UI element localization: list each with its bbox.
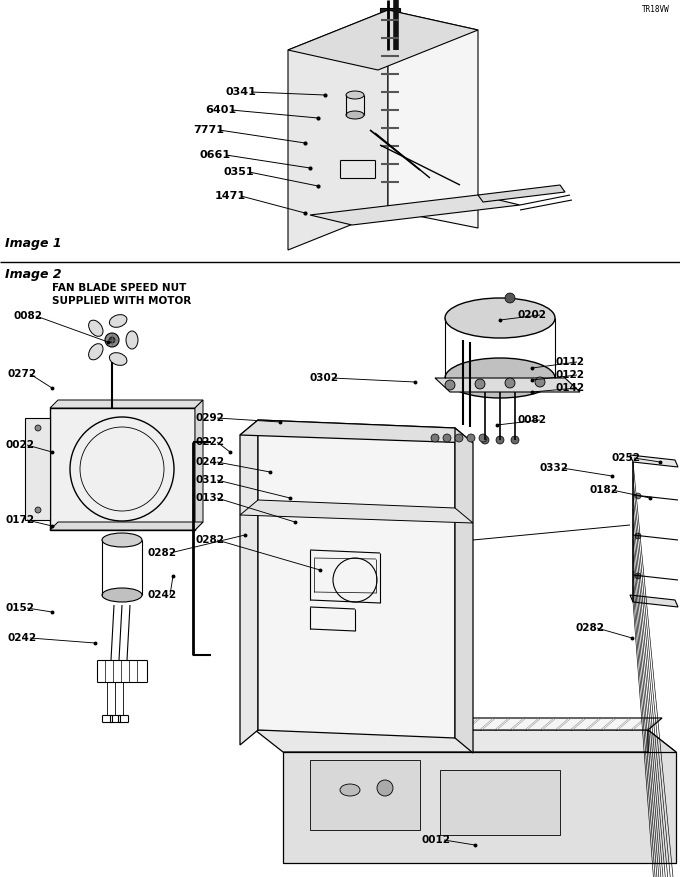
Circle shape — [443, 434, 451, 442]
Polygon shape — [258, 420, 455, 738]
Polygon shape — [50, 400, 203, 408]
Text: 0242: 0242 — [8, 633, 37, 643]
Circle shape — [496, 436, 504, 444]
Ellipse shape — [88, 344, 103, 360]
Circle shape — [445, 380, 455, 390]
Circle shape — [431, 434, 439, 442]
Text: 0312: 0312 — [195, 475, 224, 485]
Text: 0661: 0661 — [200, 150, 231, 160]
Polygon shape — [195, 400, 203, 530]
Ellipse shape — [346, 91, 364, 99]
Text: 0332: 0332 — [540, 463, 569, 473]
Circle shape — [511, 436, 519, 444]
Polygon shape — [50, 522, 203, 530]
Polygon shape — [440, 770, 560, 835]
Text: 0182: 0182 — [590, 485, 619, 495]
Polygon shape — [240, 500, 473, 523]
Text: 7771: 7771 — [193, 125, 224, 135]
Circle shape — [635, 533, 641, 539]
Text: 0242: 0242 — [195, 457, 224, 467]
Text: 0351: 0351 — [223, 167, 254, 177]
Text: FAN BLADE SPEED NUT
SUPPLIED WITH MOTOR: FAN BLADE SPEED NUT SUPPLIED WITH MOTOR — [52, 283, 191, 306]
Circle shape — [479, 434, 487, 442]
Text: Image 1: Image 1 — [5, 237, 62, 250]
Polygon shape — [25, 418, 50, 520]
Text: 0112: 0112 — [555, 357, 584, 367]
Text: 0282: 0282 — [575, 623, 604, 633]
Text: 0302: 0302 — [310, 373, 339, 383]
Polygon shape — [288, 10, 388, 250]
Text: 0172: 0172 — [5, 515, 34, 525]
Ellipse shape — [88, 320, 103, 337]
Polygon shape — [435, 378, 580, 392]
Text: 0292: 0292 — [195, 413, 224, 423]
Text: 0222: 0222 — [195, 437, 224, 447]
Ellipse shape — [346, 111, 364, 119]
Polygon shape — [240, 420, 473, 443]
Text: 6401: 6401 — [205, 105, 236, 115]
Ellipse shape — [340, 784, 360, 796]
Circle shape — [481, 436, 489, 444]
Polygon shape — [388, 10, 478, 228]
Text: 0142: 0142 — [555, 383, 584, 393]
Text: TR18VW: TR18VW — [642, 5, 670, 14]
Ellipse shape — [126, 331, 138, 349]
Ellipse shape — [102, 533, 142, 547]
Circle shape — [35, 425, 41, 431]
Text: 0282: 0282 — [195, 535, 224, 545]
Polygon shape — [310, 760, 420, 830]
Text: 0341: 0341 — [225, 87, 256, 97]
Circle shape — [475, 379, 485, 389]
Text: 0202: 0202 — [518, 310, 547, 320]
Text: 0242: 0242 — [148, 590, 177, 600]
Circle shape — [505, 293, 515, 303]
Circle shape — [105, 333, 119, 347]
Text: 0082: 0082 — [518, 415, 547, 425]
Text: 0252: 0252 — [612, 453, 641, 463]
Text: 0122: 0122 — [555, 370, 584, 380]
Circle shape — [535, 377, 545, 387]
Circle shape — [109, 337, 115, 343]
Polygon shape — [455, 428, 473, 753]
Ellipse shape — [109, 353, 127, 366]
Text: 0022: 0022 — [5, 440, 34, 450]
Polygon shape — [310, 195, 520, 225]
Ellipse shape — [445, 298, 555, 338]
Polygon shape — [380, 8, 400, 210]
Circle shape — [505, 378, 515, 388]
Polygon shape — [648, 730, 676, 863]
Text: 1471: 1471 — [215, 191, 246, 201]
Ellipse shape — [109, 315, 127, 327]
Polygon shape — [288, 10, 478, 70]
Polygon shape — [240, 420, 258, 745]
Text: 0152: 0152 — [5, 603, 34, 613]
Polygon shape — [50, 408, 195, 530]
Polygon shape — [478, 185, 565, 202]
Ellipse shape — [102, 588, 142, 602]
Polygon shape — [630, 455, 678, 467]
Text: Image 2: Image 2 — [5, 268, 62, 281]
Polygon shape — [255, 730, 676, 752]
Polygon shape — [283, 752, 676, 863]
Text: 0132: 0132 — [195, 493, 224, 503]
Text: 0012: 0012 — [422, 835, 451, 845]
Circle shape — [635, 573, 641, 579]
Circle shape — [35, 507, 41, 513]
Ellipse shape — [445, 358, 555, 398]
Circle shape — [467, 434, 475, 442]
Text: 0272: 0272 — [8, 369, 37, 379]
Polygon shape — [255, 718, 662, 730]
Circle shape — [635, 493, 641, 499]
Text: 0082: 0082 — [14, 311, 43, 321]
Circle shape — [377, 780, 393, 796]
Text: 0282: 0282 — [148, 548, 177, 558]
Polygon shape — [630, 595, 678, 607]
Circle shape — [455, 434, 463, 442]
